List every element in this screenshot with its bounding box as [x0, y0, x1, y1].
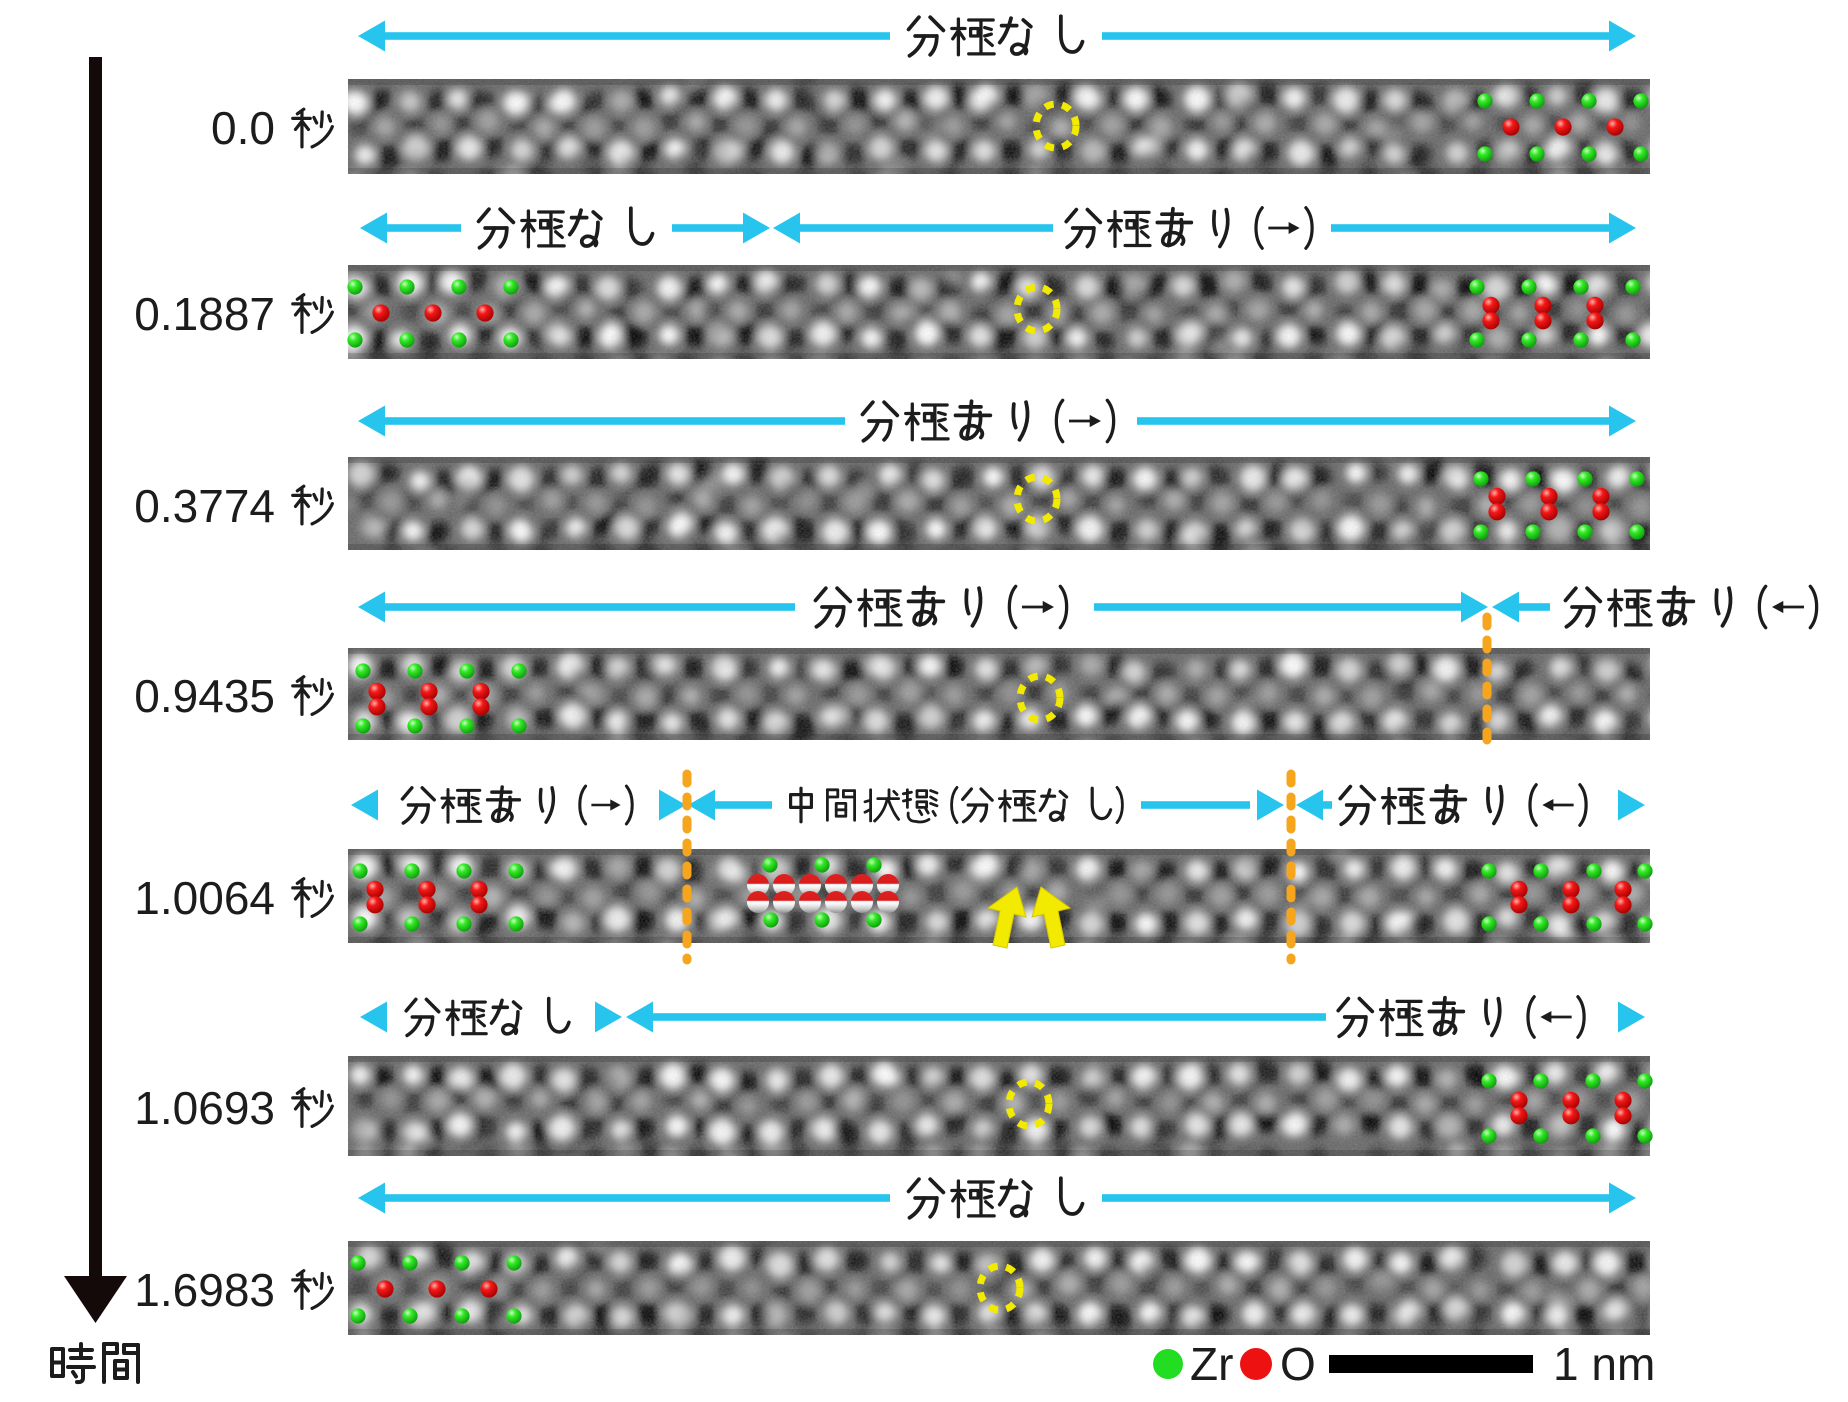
svg-text:1.6983: 1.6983: [134, 1264, 275, 1316]
svg-text:0.0: 0.0: [211, 102, 275, 154]
svg-text:1.0064: 1.0064: [134, 872, 275, 924]
svg-text:1 nm: 1 nm: [1553, 1338, 1655, 1390]
svg-text:O: O: [1280, 1338, 1316, 1390]
svg-text:1.0693: 1.0693: [134, 1082, 275, 1134]
svg-text:0.1887: 0.1887: [134, 288, 275, 340]
svg-text:Zr: Zr: [1190, 1338, 1233, 1390]
svg-text:0.3774: 0.3774: [134, 480, 275, 532]
svg-text:0.9435: 0.9435: [134, 670, 275, 722]
